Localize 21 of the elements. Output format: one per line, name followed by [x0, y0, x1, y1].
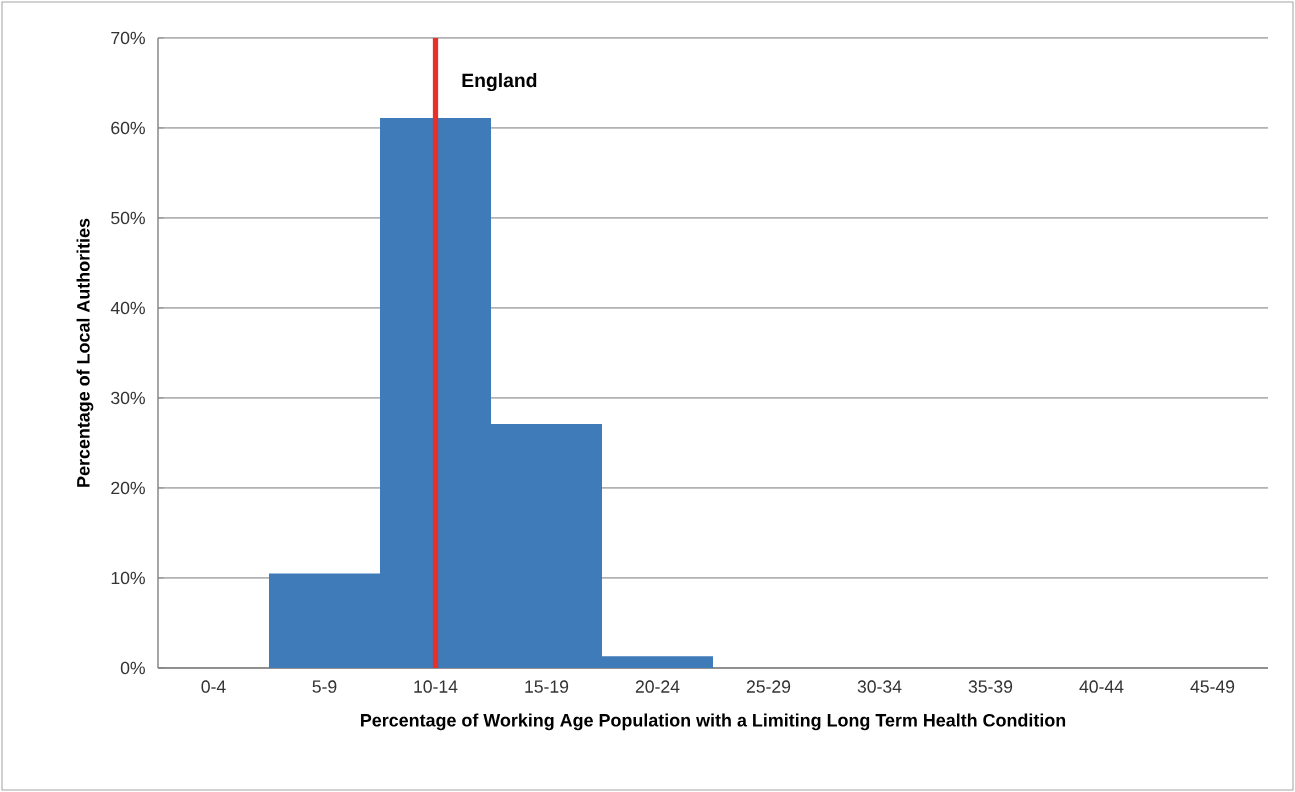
x-tick-label: 0-4 [201, 680, 226, 693]
x-tick-label: 15-19 [525, 680, 569, 693]
x-tick-label: 45-49 [1190, 680, 1235, 693]
x-tick-label: 40-44 [1079, 680, 1124, 693]
x-tick-label: 25-29 [746, 680, 791, 693]
x-axis-title: Percentage of Working Age Population with a Limiting Long Term Health Condition [361, 713, 1066, 731]
y-tick-label: 40% [110, 301, 145, 315]
ref-line-label: England [462, 73, 537, 92]
y-tick-label: 10% [111, 571, 145, 585]
y-tick-label: 0% [120, 661, 145, 675]
x-tick-label: 20-24 [635, 680, 680, 693]
y-tick-label: 20% [111, 481, 145, 495]
x-tick-label: 30-34 [857, 680, 902, 693]
y-tick-label: 30% [111, 391, 145, 405]
y-tick-label: 60% [111, 121, 145, 135]
x-tick-label: 5-9 [312, 680, 337, 693]
x-tick-label: 35-39 [968, 680, 1013, 693]
y-tick-label: 70% [111, 31, 145, 45]
y-axis-title: Percentage of Local Authorities [76, 218, 94, 487]
x-tick-label: 10-14 [414, 680, 458, 693]
y-tick-label: 50% [111, 211, 145, 225]
